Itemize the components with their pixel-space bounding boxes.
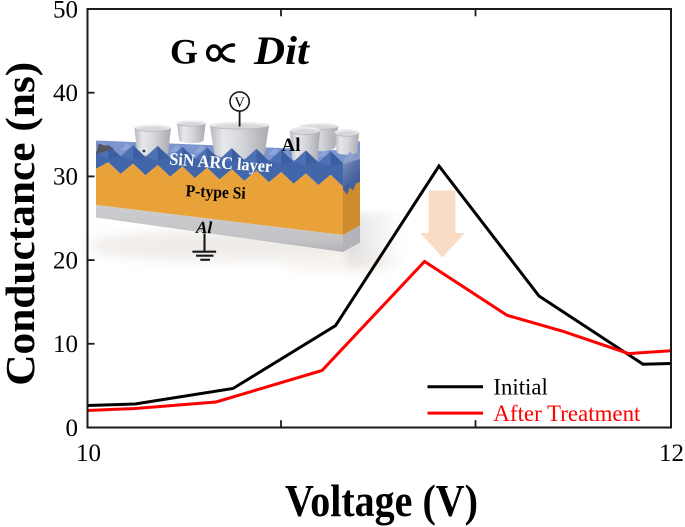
svg-text:10: 10	[76, 440, 101, 467]
svg-text:Voltage (V): Voltage (V)	[285, 475, 478, 526]
svg-text:V: V	[234, 95, 245, 111]
svg-text:30: 30	[53, 164, 78, 191]
svg-text:50: 50	[53, 0, 78, 23]
svg-text:20: 20	[53, 247, 78, 274]
svg-text:Dit: Dit	[253, 28, 311, 73]
svg-text:Al: Al	[282, 135, 301, 156]
svg-text:10: 10	[53, 331, 78, 358]
svg-text:40: 40	[53, 80, 78, 107]
svg-text:G: G	[170, 32, 198, 72]
svg-text:Initial: Initial	[493, 375, 547, 400]
svg-text:0: 0	[66, 415, 79, 442]
svg-text:Conductance (ns): Conductance (ns)	[0, 62, 43, 386]
svg-text:12: 12	[659, 440, 684, 467]
svg-text:Al: Al	[195, 218, 213, 238]
svg-text:P-type Si: P-type Si	[185, 181, 246, 203]
svg-text:After Treatment: After Treatment	[493, 401, 641, 426]
